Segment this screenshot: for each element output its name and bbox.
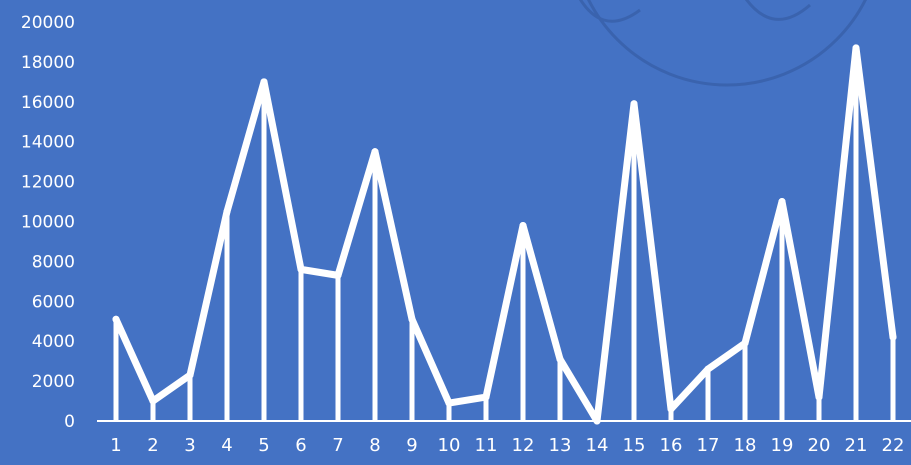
data-point [186, 371, 194, 379]
y-tick-label: 6000 [32, 292, 75, 312]
x-tick-label: 18 [734, 435, 757, 456]
drop-lines [113, 47, 896, 421]
data-point [778, 198, 786, 206]
x-tick-label: 15 [623, 435, 646, 456]
y-tick-label: 18000 [21, 53, 75, 73]
y-tick-label: 20000 [21, 13, 75, 33]
x-tick-label: 5 [258, 435, 269, 456]
data-point [630, 100, 638, 108]
x-tick-label: 10 [438, 435, 461, 456]
data-point [704, 365, 712, 373]
x-tick-label: 12 [512, 435, 535, 456]
data-point [260, 78, 268, 86]
y-tick-label: 0 [64, 412, 75, 432]
data-point [482, 393, 490, 401]
data-point [556, 355, 564, 363]
decor-circle [587, 0, 867, 87]
y-tick-label: 16000 [21, 93, 75, 113]
data-point [852, 44, 860, 52]
y-tick-label: 2000 [32, 372, 75, 392]
y-tick-label: 12000 [21, 173, 75, 193]
x-tick-label: 22 [882, 435, 905, 456]
data-point [667, 405, 675, 413]
data-point [112, 315, 120, 323]
x-tick-label: 8 [369, 435, 380, 456]
x-tick-label: 7 [332, 435, 343, 456]
series-layer [112, 44, 897, 425]
data-point [223, 208, 231, 216]
y-tick-label: 4000 [32, 332, 75, 352]
x-axis: 1 2 3 4 5 6 7 8 9 10 11 12 13 14 15 16 17 18 19 20 21 22 [97, 420, 911, 456]
data-point [741, 339, 749, 347]
data-point [889, 333, 897, 341]
y-tick-label: 8000 [32, 252, 75, 272]
x-tick-label: 21 [845, 435, 868, 456]
x-tick-label: 17 [697, 435, 720, 456]
data-point [519, 221, 527, 229]
data-point [815, 393, 823, 401]
data-point [334, 271, 342, 279]
data-point [445, 399, 453, 407]
data-point [371, 148, 379, 156]
x-tick-label: 1 [110, 435, 121, 456]
x-tick-label: 13 [549, 435, 572, 456]
x-tick-label: 9 [406, 435, 417, 456]
x-tick-label: 11 [475, 435, 498, 456]
x-tick-label: 2 [147, 435, 158, 456]
data-point [149, 397, 157, 405]
y-tick-label: 10000 [21, 213, 75, 233]
y-tick-label: 14000 [21, 133, 75, 153]
series-line [112, 44, 897, 425]
data-point [408, 315, 416, 323]
x-tick-label: 16 [660, 435, 683, 456]
x-tick-label: 3 [184, 435, 195, 456]
background-decoration [578, 0, 867, 87]
data-point [297, 265, 305, 273]
x-tick-label: 4 [221, 435, 232, 456]
data-point [593, 417, 601, 425]
x-tick-label: 6 [295, 435, 306, 456]
x-tick-label: 19 [771, 435, 794, 456]
decor-arcs [578, 0, 811, 23]
y-axis: 0 2000 4000 6000 8000 10000 12000 14000 16000 180… [21, 13, 75, 432]
x-tick-label: 14 [586, 435, 609, 456]
x-tick-label: 20 [808, 435, 831, 456]
